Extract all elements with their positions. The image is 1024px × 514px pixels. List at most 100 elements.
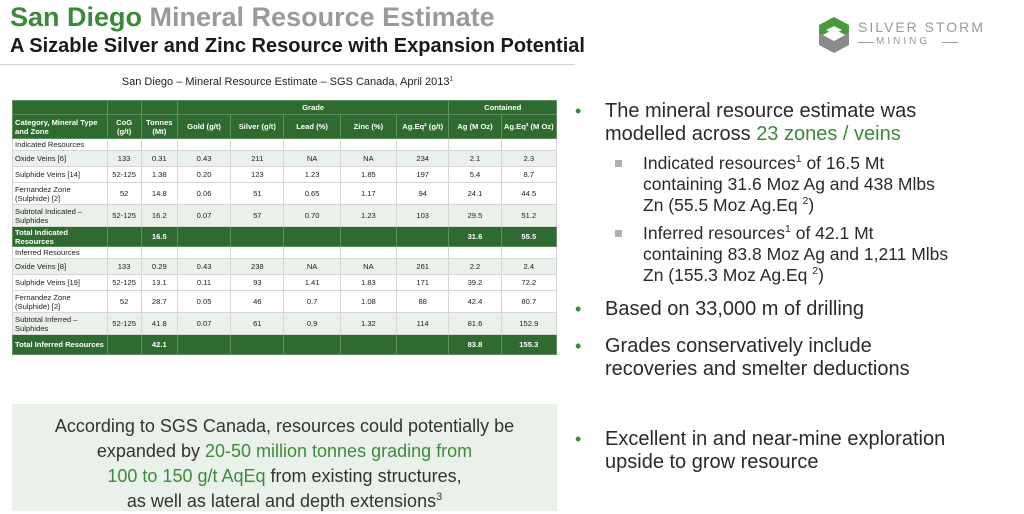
- table-cell: 52-125: [106, 166, 142, 183]
- column-header: Ag.Eq² (g/t): [396, 114, 450, 139]
- table-cell: 1.41: [283, 274, 341, 291]
- table-cell: 29.5: [448, 204, 502, 227]
- table-cell: 52-125: [106, 274, 142, 291]
- table-cell: 152.9: [500, 312, 558, 335]
- table-cell: 80.7: [500, 290, 558, 313]
- column-header: Gold (g/t): [176, 114, 232, 139]
- callout-highlight: 20-50 million tonnes grading from: [204, 441, 473, 461]
- table-cell: 114: [396, 312, 450, 335]
- table-cell: 52-125: [106, 204, 142, 227]
- column-header: Silver (g/t): [230, 114, 285, 139]
- table-cell: NA: [283, 150, 341, 167]
- table-row: Subtotal Inferred – Sulphides 52-125 41.8 0…: [12, 312, 558, 335]
- table-row: Fernandez Zone (Sulphide) [2] 52 28.7 0.05 4…: [12, 290, 558, 313]
- row-label-cell: Fernandez Zone (Sulphide) [2]: [12, 290, 108, 313]
- table-cell: 57: [230, 204, 285, 227]
- row-label-cell: Sulphide Veins [14]: [12, 166, 108, 183]
- table-cell: NA: [339, 258, 398, 275]
- table-cell: 171: [396, 274, 450, 291]
- table-cell: 1.17: [339, 182, 398, 205]
- row-label-cell: Total Indicated Resources: [12, 226, 108, 247]
- table-cell: 234: [396, 150, 450, 167]
- column-header: Tonnes (Mt): [140, 114, 178, 139]
- logo-rule-right: [942, 42, 958, 43]
- table-cell: [396, 226, 450, 247]
- table-cell: 0.9: [283, 312, 341, 335]
- table-cell: 133: [106, 150, 142, 167]
- table-cell: 42.1: [140, 334, 178, 355]
- page-title: San Diego Mineral Resource Estimate: [10, 2, 495, 32]
- table-cell: 44.5: [500, 182, 558, 205]
- table-cell: [396, 334, 450, 355]
- bullet-dot-icon: •: [575, 336, 582, 356]
- table-cell: 0.43: [176, 258, 232, 275]
- grade-group-header: Grade: [176, 100, 450, 115]
- table-cell: [106, 226, 142, 247]
- square-bullet-icon: [615, 160, 622, 167]
- table-cell: 0.20: [176, 166, 232, 183]
- table-cell: 1.83: [339, 274, 398, 291]
- bullet-dot-icon: •: [575, 101, 582, 121]
- table-cell: 13.1: [140, 274, 178, 291]
- table-cell: [339, 138, 398, 151]
- table-cell: [140, 246, 178, 259]
- table-cell: 0.43: [176, 150, 232, 167]
- contained-group-header: Contained: [448, 100, 557, 115]
- column-header: CoG (g/t): [106, 114, 142, 139]
- table-cell: 2.1: [448, 150, 502, 167]
- table-section-row: Indicated Resources: [12, 138, 558, 151]
- callout-highlight: 100 to 150 g/t AqEq: [107, 466, 266, 486]
- table-cell: [176, 246, 232, 259]
- table-cell: 211: [230, 150, 285, 167]
- table-cell: 88: [396, 290, 450, 313]
- table-cell: [396, 138, 450, 151]
- table-cell: 55.5: [500, 226, 558, 247]
- table-cell: 0.11: [176, 274, 232, 291]
- table-cell: 0.31: [140, 150, 178, 167]
- table-cell: 16.2: [140, 204, 178, 227]
- table-cell: NA: [283, 258, 341, 275]
- column-header: Zinc (%): [339, 114, 398, 139]
- callout-line: According to SGS Canada, resources could…: [54, 416, 515, 436]
- column-header: Category, Mineral Type and Zone: [12, 114, 108, 139]
- table-cell: 61: [230, 312, 285, 335]
- table-row: Oxide Veins [8] 133 0.29 0.43 238 NA NA 261 2.2 2…: [12, 258, 558, 275]
- header-cell: [140, 100, 178, 115]
- table-cell: 0.07: [176, 204, 232, 227]
- table-cell: 1.32: [339, 312, 398, 335]
- table-cell: 16.5: [140, 226, 178, 247]
- table-cell: [283, 246, 341, 259]
- table-column-header: Category, Mineral Type and Zone CoG (g/t…: [12, 114, 558, 139]
- table-cell: 0.65: [283, 182, 341, 205]
- table-section-row: Inferred Resources: [12, 246, 558, 259]
- table-cell: [500, 138, 558, 151]
- table-cell: [230, 138, 285, 151]
- table-cell: 0.29: [140, 258, 178, 275]
- table-cell: 1.38: [140, 166, 178, 183]
- table-cell: 51: [230, 182, 285, 205]
- table-cell: 24.1: [448, 182, 502, 205]
- table-cell: [448, 138, 502, 151]
- table-cell: [106, 334, 142, 355]
- logo-mark-icon: [819, 17, 849, 53]
- table-cell: 5.4: [448, 166, 502, 183]
- table-cell: 14.8: [140, 182, 178, 205]
- table-cell: 133: [106, 258, 142, 275]
- row-label-cell: Sulphide Veins [19]: [12, 274, 108, 291]
- table-total-row: Total Indicated Resources 16.5 31.6 55.5: [12, 226, 558, 247]
- table-cell: 83.8: [448, 334, 502, 355]
- bullet-dot-icon: •: [575, 299, 582, 319]
- table-cell: 8.7: [500, 166, 558, 183]
- table-cell: 52-125: [106, 312, 142, 335]
- table-cell: [176, 334, 232, 355]
- table-cell: 41.8: [140, 312, 178, 335]
- table-cell: 51.2: [500, 204, 558, 227]
- table-cell: [106, 138, 142, 151]
- table-cell: 0.70: [283, 204, 341, 227]
- table-cell: 52: [106, 290, 142, 313]
- table-cell: [176, 138, 232, 151]
- header-cell: [106, 100, 142, 115]
- column-header: Ag (M Oz): [448, 114, 502, 139]
- logo-rule-left: [858, 42, 874, 43]
- row-label-cell: Subtotal Inferred – Sulphides: [12, 312, 108, 335]
